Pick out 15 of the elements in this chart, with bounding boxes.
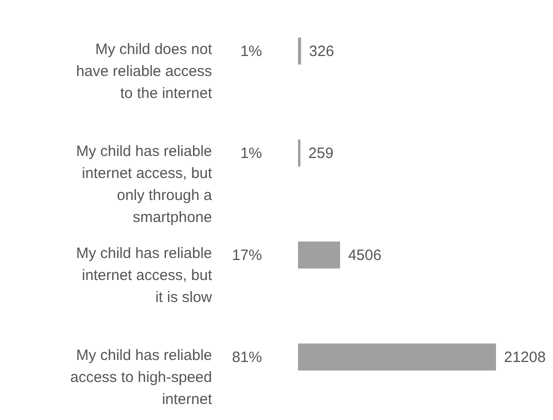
text: 17% (232, 247, 262, 264)
text: 1% (240, 145, 262, 162)
bar (298, 344, 496, 370)
text: 81% (232, 349, 262, 366)
data-label: 259 (308, 145, 334, 162)
text: 1% (240, 43, 262, 60)
data-label: 326 (309, 43, 334, 60)
data-label: 4506 (348, 247, 382, 264)
data-label: 21208 (504, 349, 546, 366)
bar (298, 38, 302, 64)
y-tick-label: My child does not have reliable access to the internet (76, 41, 213, 102)
y-tick-label: My child has reliable access to high-speed internet (70, 347, 213, 408)
y-tick-label: My child has reliable internet access, but it is slow (76, 245, 213, 306)
bar (298, 242, 340, 268)
y-tick-label: My child has reliable internet access, but only through a smartphone (76, 143, 213, 226)
